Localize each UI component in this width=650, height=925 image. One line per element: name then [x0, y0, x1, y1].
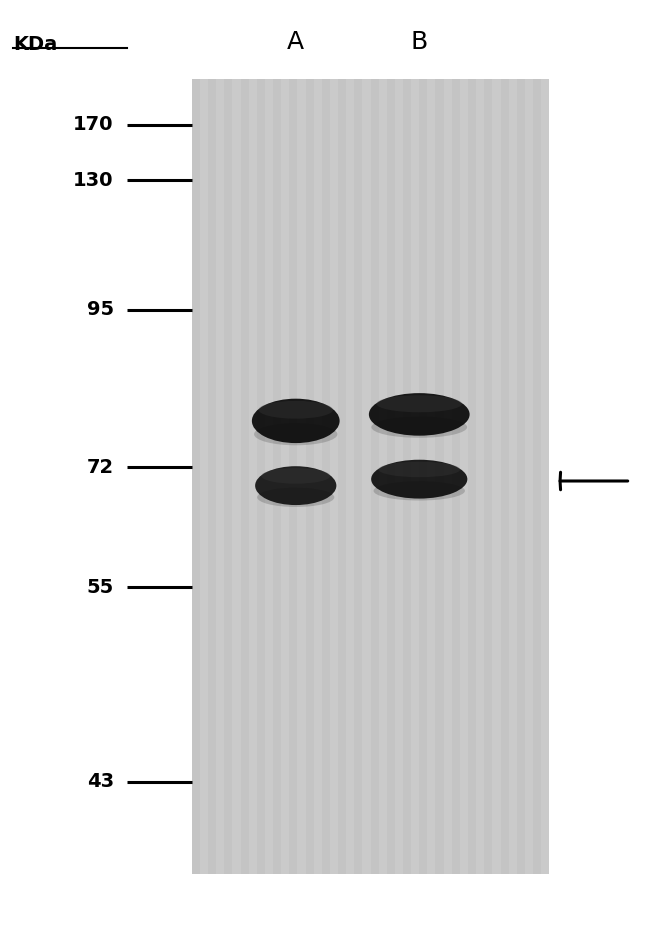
Ellipse shape — [369, 393, 469, 436]
Ellipse shape — [371, 416, 467, 438]
Bar — [452, 79, 460, 874]
Ellipse shape — [252, 399, 339, 443]
Text: 95: 95 — [86, 301, 114, 319]
Bar — [192, 79, 200, 874]
Text: 170: 170 — [73, 116, 114, 134]
Text: 130: 130 — [73, 171, 114, 190]
Bar — [208, 79, 216, 874]
Bar — [354, 79, 362, 874]
Bar — [322, 79, 330, 874]
Text: KDa: KDa — [13, 35, 57, 55]
Bar — [224, 79, 232, 874]
Text: 72: 72 — [86, 458, 114, 476]
Bar — [306, 79, 313, 874]
Ellipse shape — [259, 401, 333, 419]
Bar — [533, 79, 541, 874]
Text: 55: 55 — [86, 578, 114, 597]
Ellipse shape — [374, 481, 465, 500]
Text: B: B — [411, 30, 428, 54]
Bar — [419, 79, 428, 874]
Bar — [338, 79, 346, 874]
Bar — [289, 79, 298, 874]
Bar — [517, 79, 525, 874]
Bar — [257, 79, 265, 874]
Bar — [500, 79, 508, 874]
Bar — [403, 79, 411, 874]
Bar — [387, 79, 395, 874]
Bar — [240, 79, 248, 874]
Ellipse shape — [254, 423, 337, 445]
Bar — [273, 79, 281, 874]
Bar — [370, 79, 378, 874]
Ellipse shape — [255, 466, 337, 505]
Ellipse shape — [257, 487, 334, 507]
Bar — [468, 79, 476, 874]
Ellipse shape — [376, 395, 462, 413]
Ellipse shape — [371, 460, 467, 499]
Ellipse shape — [378, 462, 460, 477]
Bar — [192, 79, 549, 874]
Ellipse shape — [261, 468, 330, 484]
Bar — [436, 79, 443, 874]
Text: A: A — [287, 30, 304, 54]
Text: 43: 43 — [86, 772, 114, 791]
Bar — [484, 79, 493, 874]
